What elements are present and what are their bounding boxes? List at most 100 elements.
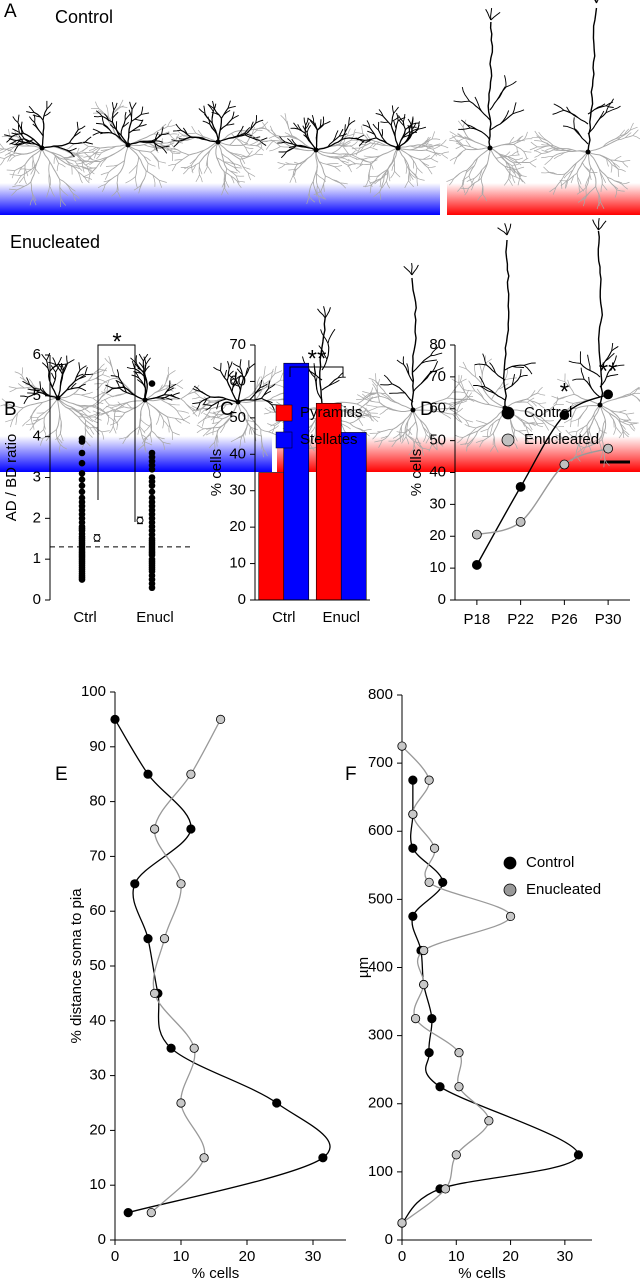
dendrite <box>217 141 228 169</box>
dendrite <box>254 148 262 155</box>
dendrite <box>172 152 181 155</box>
dendrite <box>600 427 604 440</box>
dendrite <box>375 373 377 382</box>
dendrite <box>613 162 620 168</box>
dendrite <box>116 182 119 191</box>
dendrite <box>292 175 297 183</box>
legend-swatch <box>501 406 515 420</box>
dendrite <box>57 356 62 365</box>
dendrite <box>94 411 101 418</box>
dendrite <box>168 380 171 389</box>
dendrite <box>155 140 164 143</box>
dendrite <box>358 140 365 147</box>
dendrite <box>100 172 109 176</box>
dendrite <box>102 367 107 375</box>
dendrite <box>263 370 274 379</box>
significance-label: ** <box>308 345 327 372</box>
dendrite <box>516 169 522 176</box>
dendrite <box>212 416 216 424</box>
dendrite <box>161 146 168 154</box>
dendrite <box>323 183 325 192</box>
dendrite <box>253 384 265 402</box>
y-tick-label: 30 <box>229 482 246 499</box>
dendrite <box>84 176 90 184</box>
dendrite <box>226 123 235 126</box>
legend-label: Stellates <box>300 431 358 448</box>
soma <box>215 139 221 145</box>
dendrite <box>78 125 86 131</box>
dendrite <box>262 121 269 128</box>
dendrite <box>84 136 92 143</box>
dendrite <box>599 429 607 434</box>
dendrite <box>432 138 441 140</box>
dendrite <box>203 166 208 174</box>
dendrite <box>537 386 543 394</box>
dendrite <box>211 122 219 143</box>
data-point <box>148 584 156 592</box>
dendrite <box>629 423 638 426</box>
dendrite <box>359 142 371 149</box>
dendrite <box>514 429 526 436</box>
dendrite <box>599 172 607 184</box>
dendrite <box>6 136 13 143</box>
dendrite <box>492 437 495 446</box>
dendrite <box>465 165 475 174</box>
y-tick-label: 70 <box>429 368 446 385</box>
data-point <box>148 466 156 473</box>
dendrite <box>441 153 449 159</box>
dendrite <box>567 379 571 388</box>
dendrite <box>615 426 622 434</box>
dendrite <box>178 137 187 140</box>
dendrite <box>125 402 133 409</box>
dendrite <box>279 136 286 143</box>
dendrite <box>576 186 587 195</box>
dendrite <box>198 108 206 114</box>
y-tick-label: 6 <box>33 346 41 363</box>
dendrite <box>475 418 495 429</box>
dendrite <box>566 106 579 119</box>
dendrite <box>111 102 115 111</box>
dendrite <box>109 124 117 130</box>
dendrite <box>464 423 477 429</box>
dendrite <box>23 164 26 177</box>
dendrite <box>570 175 575 184</box>
dendrite <box>46 185 50 198</box>
dendrite <box>317 308 326 319</box>
dendrite <box>552 151 573 157</box>
dendrite <box>545 421 556 429</box>
dendrite <box>20 121 23 130</box>
data-point <box>397 1218 407 1228</box>
dendrite <box>357 134 365 140</box>
dendrite <box>541 420 550 431</box>
dendrite <box>184 164 192 170</box>
dendrite <box>84 420 87 441</box>
dendrite <box>212 427 215 436</box>
dendrite <box>342 146 349 154</box>
dendrite <box>372 141 380 148</box>
y-tick-label: 50 <box>429 432 446 449</box>
dendrite <box>56 397 61 430</box>
dendrite <box>448 408 466 421</box>
dendrite <box>465 396 474 398</box>
dendrite <box>83 155 92 158</box>
dendrite <box>128 164 138 174</box>
dendrite <box>412 355 431 373</box>
dendrite <box>155 413 161 425</box>
dendrite <box>57 363 66 366</box>
dendrite <box>262 449 264 458</box>
dendrite <box>259 383 268 389</box>
dendrite <box>513 144 524 152</box>
dendrite <box>0 158 5 166</box>
dendrite <box>538 131 548 141</box>
dendrite <box>22 380 30 386</box>
dendrite <box>84 176 93 180</box>
dendrite <box>271 425 276 434</box>
dendrite <box>523 362 536 366</box>
data-point <box>419 945 429 956</box>
dendrite <box>411 264 419 276</box>
dendrite <box>479 376 486 388</box>
dendrite <box>366 404 378 408</box>
dendrite <box>576 424 588 432</box>
dendrite <box>140 106 144 115</box>
data-point <box>559 459 570 470</box>
